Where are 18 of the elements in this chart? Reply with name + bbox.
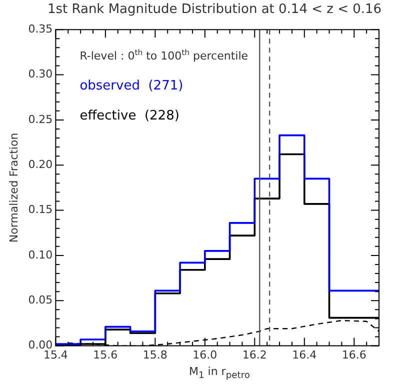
y-tick-label: 0.35	[28, 22, 53, 36]
y-tick-label: 0.05	[28, 293, 53, 306]
text: effective (228)	[80, 108, 180, 124]
y-tick-label: 0.10	[28, 248, 53, 262]
x-tick-label: 16.4	[292, 348, 317, 362]
text: observed (271)	[80, 78, 184, 94]
chart-title: 1st Rank Magnitude Distribution at 0.14 < z < 0.16	[46, 1, 383, 19]
y-axis-title: Normalized Fraction	[7, 132, 20, 243]
x-tick-label: 15.8	[142, 348, 168, 362]
x-axis-title: M$_{1}$ in r$_{petro}$	[188, 365, 252, 382]
y-tick-label: 0.20	[28, 158, 53, 171]
x-tick-label: 16.2	[242, 348, 267, 362]
x-tick-label: 15.6	[93, 348, 118, 362]
x-tick-label: 16.6	[342, 348, 366, 362]
x-tick-label: 16.0	[192, 348, 218, 362]
y-tick-label: 0.25	[28, 112, 53, 126]
y-tick-label: 0.30	[28, 68, 53, 81]
y-tick-label: 0.15	[28, 203, 53, 216]
